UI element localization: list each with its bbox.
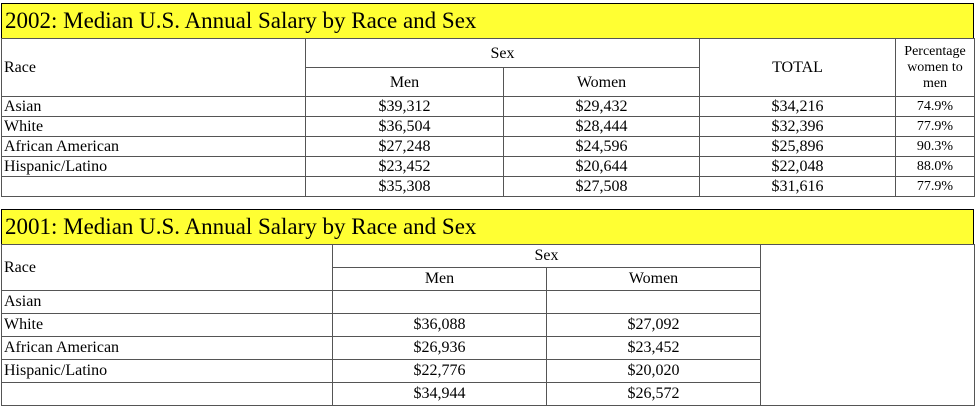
header-sex: Sex — [332, 244, 761, 268]
cell-men — [332, 290, 547, 314]
cell-men: $27,248 — [305, 136, 504, 157]
table-2002-title: 2002: Median U.S. Annual Salary by Race … — [1, 3, 974, 39]
table-row: African American $27,248 $24,596 $25,896… — [1, 136, 975, 157]
cell-percentage: 74.9% — [895, 96, 975, 117]
cell-men: $39,312 — [305, 96, 504, 117]
header-race: Race — [1, 244, 333, 291]
header-men: Men — [305, 67, 504, 97]
cell-race — [1, 382, 333, 406]
cell-men: $26,936 — [332, 336, 547, 360]
cell-men: $36,088 — [332, 313, 547, 337]
cell-women — [546, 290, 761, 314]
cell-men: $35,308 — [305, 176, 504, 197]
header-women: Women — [546, 267, 761, 291]
table-row: Asian $39,312 $29,432 $34,216 74.9% — [1, 96, 975, 117]
cell-percentage: 88.0% — [895, 156, 975, 177]
table-row: Hispanic/Latino $23,452 $20,644 $22,048 … — [1, 156, 975, 177]
cell-women: $26,572 — [546, 382, 761, 406]
salary-table-2002: Race Sex TOTAL Percentage women to men M… — [1, 38, 975, 197]
table-row: African American $26,936 $23,452 — [1, 336, 975, 360]
header-women: Women — [503, 67, 700, 97]
salary-table-2001: Race Sex Men Women Asian White $36,088 $… — [1, 244, 975, 406]
blank-cell — [760, 244, 975, 406]
cell-race: White — [1, 116, 306, 137]
table-row: White $36,504 $28,444 $32,396 77.9% — [1, 116, 975, 137]
cell-race: Asian — [1, 96, 306, 117]
cell-women: $29,432 — [503, 96, 700, 117]
cell-women: $20,644 — [503, 156, 700, 177]
cell-race: White — [1, 313, 333, 337]
table-row: $35,308 $27,508 $31,616 77.9% — [1, 176, 975, 197]
header-men: Men — [332, 267, 547, 291]
cell-percentage: 90.3% — [895, 136, 975, 157]
cell-percentage: 77.9% — [895, 116, 975, 137]
cell-race — [1, 176, 306, 197]
cell-women: $27,092 — [546, 313, 761, 337]
cell-men: $22,776 — [332, 359, 547, 383]
table-row: White $36,088 $27,092 — [1, 313, 975, 337]
cell-men: $36,504 — [305, 116, 504, 137]
cell-race: African American — [1, 136, 306, 157]
table-2001-title: 2001: Median U.S. Annual Salary by Race … — [1, 209, 974, 245]
cell-total: $22,048 — [699, 156, 896, 177]
cell-women: $20,020 — [546, 359, 761, 383]
cell-women: $27,508 — [503, 176, 700, 197]
cell-women: $24,596 — [503, 136, 700, 157]
cell-percentage: 77.9% — [895, 176, 975, 197]
cell-race: African American — [1, 336, 333, 360]
table-row: Hispanic/Latino $22,776 $20,020 — [1, 359, 975, 383]
cell-total: $34,216 — [699, 96, 896, 117]
cell-women: $28,444 — [503, 116, 700, 137]
cell-men: $34,944 — [332, 382, 547, 406]
header-sex: Sex — [305, 38, 700, 68]
cell-race: Hispanic/Latino — [1, 359, 333, 383]
header-total: TOTAL — [699, 38, 896, 97]
cell-total: $31,616 — [699, 176, 896, 197]
cell-women: $23,452 — [546, 336, 761, 360]
cell-race: Asian — [1, 290, 333, 314]
cell-total: $25,896 — [699, 136, 896, 157]
header-percentage: Percentage women to men — [895, 38, 975, 97]
cell-race: Hispanic/Latino — [1, 156, 306, 177]
header-race: Race — [1, 38, 306, 97]
cell-men: $23,452 — [305, 156, 504, 177]
cell-total: $32,396 — [699, 116, 896, 137]
table-row: $34,944 $26,572 — [1, 382, 975, 406]
